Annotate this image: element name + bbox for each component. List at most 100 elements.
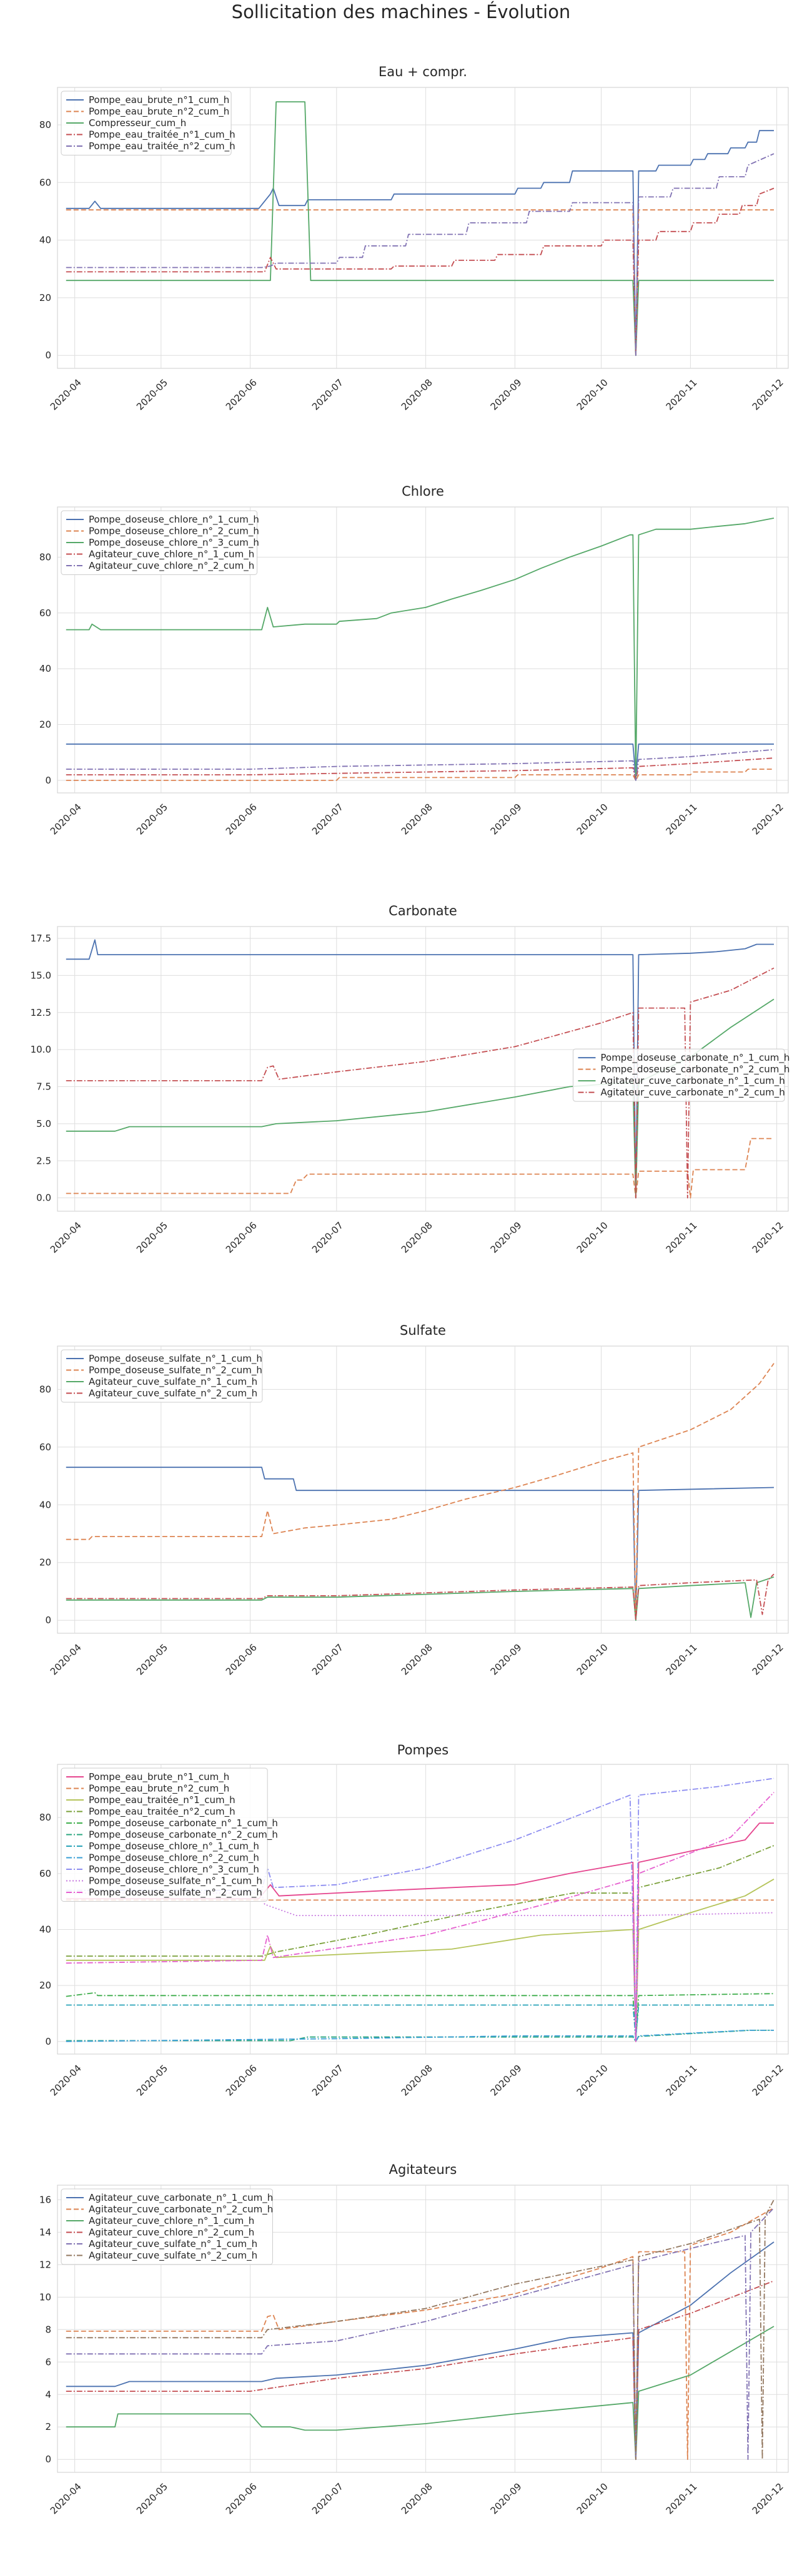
- x-tick-label: 2020-06: [224, 1220, 259, 1256]
- legend: Agitateur_cuve_carbonate_n°_1_cum_hAgita…: [61, 2188, 273, 2265]
- chart-title: Carbonate: [389, 903, 457, 918]
- x-tick-label: 2020-04: [48, 802, 84, 837]
- y-tick-label: 20: [39, 1980, 51, 1991]
- y-tick-label: 16: [39, 2194, 51, 2205]
- x-tick-label: 2020-11: [664, 1642, 700, 1678]
- y-tick-label: 15.0: [31, 970, 51, 981]
- chart-title: Pompes: [397, 1743, 448, 1757]
- x-tick-label: 2020-04: [48, 2481, 84, 2517]
- y-tick-label: 20: [39, 292, 51, 303]
- legend-box: [61, 1349, 263, 1403]
- y-tick-label: 20: [39, 719, 51, 730]
- chart-title: Agitateurs: [389, 2162, 457, 2177]
- x-tick-label: 2020-04: [48, 1220, 84, 1256]
- x-tick-label: 2020-07: [310, 377, 345, 413]
- legend-label: Compresseur_cum_h: [89, 117, 186, 129]
- charts-container: Eau + compr. 0 20 40 60 80 2020-04 2020-05 2020-…: [31, 64, 790, 2517]
- x-tick-label: 2020-08: [399, 377, 435, 413]
- legend-label: Pompe_doseuse_chlore_n°_2_cum_h: [89, 1852, 259, 1864]
- legend-label: Pompe_eau_brute_n°1_cum_h: [89, 94, 229, 106]
- x-tick-label: 2020-05: [134, 2481, 170, 2517]
- legend-label: Agitateur_cuve_chlore_n°_1_cum_h: [89, 549, 254, 561]
- legend-label: Pompe_eau_traitée_n°2_cum_h: [89, 1806, 235, 1818]
- legend-label: Pompe_doseuse_sulfate_n°_2_cum_h: [89, 1887, 262, 1899]
- legend-label: Agitateur_cuve_carbonate_n°_2_cum_h: [89, 2204, 273, 2216]
- series-line-agitateur-cuve-carbonate-n-1-cum-h: [66, 2241, 775, 2460]
- x-tick-label: 2020-12: [750, 1642, 786, 1678]
- series-line-pompe-doseuse-carbonate-n-2-cum-h: [66, 1138, 774, 1199]
- legend-box: [61, 2188, 273, 2265]
- x-tick-label: 2020-12: [750, 802, 786, 837]
- legend-box: [573, 1048, 785, 1102]
- y-tick-label: 4: [45, 2389, 51, 2400]
- series-line-agitateur-cuve-chlore-n-2-cum-h: [66, 749, 775, 781]
- legend-label: Agitateur_cuve_carbonate_n°_2_cum_h: [601, 1087, 785, 1099]
- legend-label: Pompe_doseuse_carbonate_n°_2_cum_h: [89, 1829, 278, 1841]
- x-tick-label: 2020-05: [134, 802, 170, 837]
- series-line-pompe-eau-traitee-n-2-cum-h: [66, 153, 775, 356]
- legend-label: Pompe_doseuse_carbonate_n°_2_cum_h: [601, 1064, 790, 1076]
- x-tick-label: 2020-12: [750, 1220, 786, 1256]
- legend-label: Pompe_doseuse_chlore_n°_3_cum_h: [89, 1864, 259, 1875]
- legend-label: Pompe_eau_traitée_n°1_cum_h: [89, 129, 235, 141]
- legend-label: Agitateur_cuve_chlore_n°_1_cum_h: [89, 2215, 254, 2227]
- x-tick-label: 2020-04: [48, 377, 84, 413]
- series-line-agitateur-cuve-sulfate-n-2-cum-h: [66, 1573, 775, 1621]
- y-tick-label: 20: [39, 1557, 51, 1568]
- legend-label: Pompe_eau_brute_n°1_cum_h: [89, 1771, 229, 1783]
- legend: Pompe_doseuse_carbonate_n°_1_cum_hPompe_…: [573, 1048, 790, 1102]
- x-tick-label: 2020-09: [488, 377, 524, 413]
- x-tick-label: 2020-11: [664, 377, 700, 413]
- x-tick-label: 2020-07: [310, 2481, 345, 2517]
- legend-box: [61, 510, 258, 575]
- legend-label: Pompe_doseuse_sulfate_n°_1_cum_h: [89, 1353, 262, 1365]
- legend-label: Agitateur_cuve_carbonate_n°_1_cum_h: [601, 1075, 785, 1087]
- x-tick-label: 2020-06: [224, 2481, 259, 2517]
- y-tick-label: 17.5: [31, 933, 51, 944]
- series-line-agitateur-cuve-sulfate-n-2-cum-h: [66, 2199, 775, 2460]
- x-tick-label: 2020-09: [488, 1220, 524, 1256]
- chart-chlore: Chlore 0 20 40 60 80 2020-04 2020-05 2020-06 2020…: [39, 484, 789, 837]
- y-tick-label: 80: [39, 119, 51, 130]
- legend-label: Agitateur_cuve_chlore_n°_2_cum_h: [89, 2227, 254, 2239]
- y-tick-label: 0: [45, 775, 51, 786]
- legend-label: Pompe_doseuse_sulfate_n°_1_cum_h: [89, 1875, 262, 1887]
- x-tick-label: 2020-08: [399, 2481, 435, 2517]
- x-tick-label: 2020-09: [488, 2481, 524, 2517]
- legend: Pompe_eau_brute_n°1_cum_hPompe_eau_brute…: [61, 1767, 278, 1902]
- y-tick-label: 12: [39, 2259, 51, 2270]
- chart-agitateurs: Agitateurs 0 2 4 6 8 10 12 14 16 2020-04 2020-05 202…: [39, 2162, 789, 2517]
- x-tick-label: 2020-08: [399, 1642, 435, 1678]
- y-tick-label: 40: [39, 235, 51, 246]
- x-tick-label: 2020-09: [488, 2063, 524, 2098]
- legend: Pompe_eau_brute_n°1_cum_hPompe_eau_brute…: [61, 91, 235, 155]
- legend: Pompe_doseuse_chlore_n°_1_cum_hPompe_dos…: [61, 510, 259, 575]
- y-tick-label: 80: [39, 551, 51, 563]
- x-tick-label: 2020-08: [399, 1220, 435, 1256]
- x-tick-label: 2020-05: [134, 1642, 170, 1678]
- y-tick-label: 0.0: [36, 1192, 51, 1204]
- x-tick-label: 2020-10: [575, 1220, 610, 1256]
- legend-label: Pompe_eau_brute_n°2_cum_h: [89, 106, 229, 118]
- series-line-pompe-eau-traitee-n-2-cum-h: [66, 1845, 775, 2042]
- x-tick-label: 2020-11: [664, 2481, 700, 2517]
- y-tick-label: 40: [39, 1924, 51, 1935]
- x-tick-label: 2020-09: [488, 1642, 524, 1678]
- series-line-pompe-eau-traitee-n-1-cum-h: [66, 1879, 775, 2042]
- chart-pompes: Pompes 0 20 40 60 80 2020-04 2020-05 2020-06 2020…: [39, 1743, 789, 2098]
- series-line-pompe-doseuse-chlore-n-2-cum-h: [66, 2029, 774, 2042]
- legend-label: Agitateur_cuve_chlore_n°_2_cum_h: [89, 560, 254, 572]
- legend-label: Pompe_doseuse_chlore_n°_2_cum_h: [89, 526, 259, 538]
- x-tick-label: 2020-11: [664, 802, 700, 837]
- y-tick-label: 80: [39, 1812, 51, 1823]
- y-tick-label: 2.5: [36, 1155, 51, 1166]
- x-tick-label: 2020-07: [310, 1642, 345, 1678]
- series-line-pompe-doseuse-chlore-n-3-cum-h: [66, 518, 775, 781]
- y-tick-label: 60: [39, 177, 51, 188]
- legend-label: Pompe_doseuse_chlore_n°_1_cum_h: [89, 514, 259, 526]
- legend: Pompe_doseuse_sulfate_n°_1_cum_hPompe_do…: [61, 1349, 263, 1403]
- legend-label: Agitateur_cuve_sulfate_n°_2_cum_h: [89, 2250, 257, 2262]
- series-line-pompe-eau-traitee-n-1-cum-h: [66, 187, 775, 356]
- x-tick-label: 2020-11: [664, 1220, 700, 1256]
- series-line-agitateur-cuve-sulfate-n-1-cum-h: [66, 2207, 775, 2460]
